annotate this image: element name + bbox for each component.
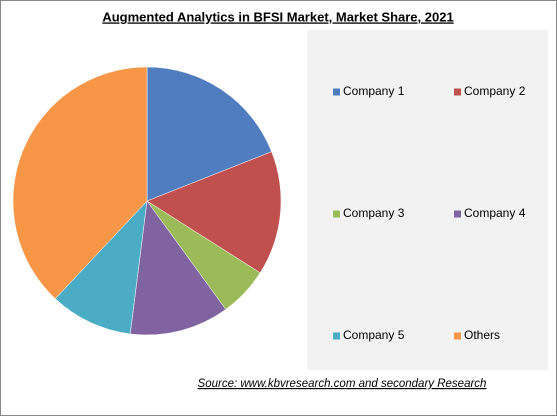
- pie-slice: [146, 66, 272, 202]
- legend-label: Company 5: [343, 328, 405, 342]
- legend-swatch: [333, 88, 340, 96]
- pie-slice: [54, 200, 148, 335]
- pie-slice: [12, 66, 148, 300]
- legend-swatch: [454, 88, 461, 96]
- legend-label: Company 4: [464, 206, 526, 220]
- legend-swatch: [454, 332, 461, 340]
- source-note: Source: www.kbvresearch.com and secondar…: [198, 378, 487, 390]
- pie-slice: [129, 200, 227, 336]
- legend-swatch: [454, 210, 461, 218]
- legend-label: Company 1: [343, 84, 405, 98]
- legend-label: Company 3: [343, 206, 405, 220]
- chart-title: Augmented Analytics in BFSI Market, Mark…: [102, 9, 453, 24]
- legend-swatch: [333, 332, 340, 340]
- pie-slice: [146, 151, 282, 274]
- legend-area: [307, 30, 548, 370]
- legend-swatch: [333, 210, 340, 218]
- legend-label: Others: [464, 328, 500, 342]
- legend-label: Company 2: [464, 84, 526, 98]
